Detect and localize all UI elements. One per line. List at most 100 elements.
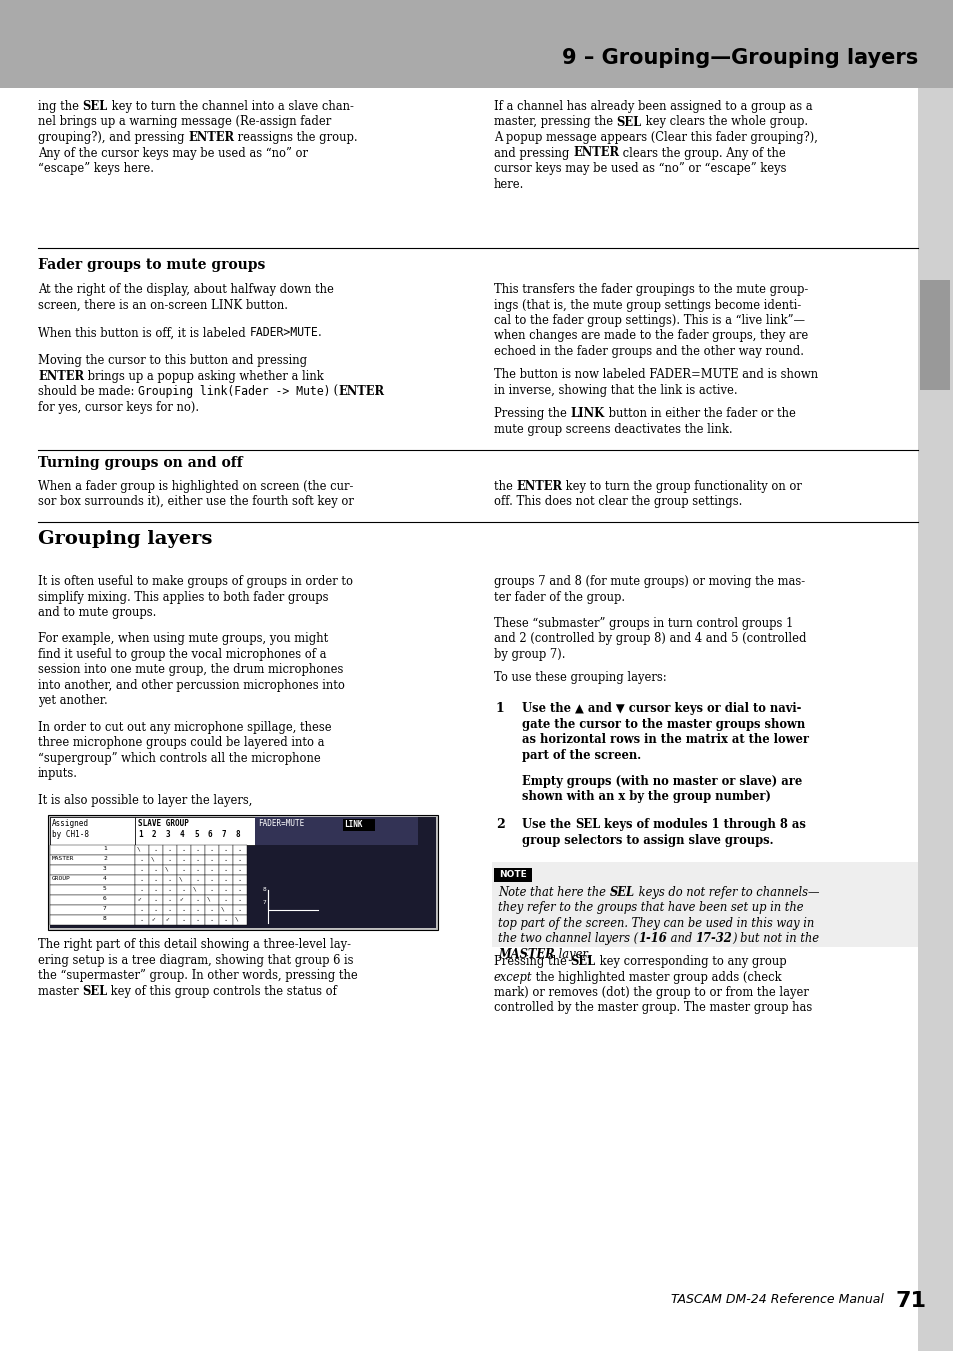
Text: master: master	[38, 985, 82, 998]
Text: 3: 3	[103, 866, 107, 871]
Text: .: .	[317, 327, 321, 339]
Text: Pressing the: Pressing the	[494, 955, 570, 969]
Text: inputs.: inputs.	[38, 767, 78, 780]
Text: .: .	[139, 886, 143, 892]
Bar	[135, 855, 149, 865]
Bar	[177, 865, 191, 875]
Text: .: .	[236, 907, 241, 912]
Text: group selectors to assign slave groups.: group selectors to assign slave groups.	[521, 834, 773, 847]
Bar	[149, 855, 163, 865]
Text: .: .	[181, 857, 185, 862]
Text: .: .	[181, 886, 185, 892]
Text: 4: 4	[180, 831, 185, 839]
Text: ✓: ✓	[152, 916, 155, 921]
Text: To use these grouping layers:: To use these grouping layers:	[494, 671, 666, 684]
Text: .: .	[194, 896, 199, 902]
Text: 7: 7	[103, 907, 107, 912]
Text: 6: 6	[103, 896, 107, 901]
Text: .: .	[167, 907, 172, 912]
Text: 1: 1	[103, 846, 107, 851]
Text: .: .	[167, 896, 172, 902]
Bar	[50, 846, 135, 855]
Bar	[135, 896, 149, 905]
Text: button in either the fader or the: button in either the fader or the	[604, 407, 795, 420]
Bar	[205, 865, 219, 875]
Text: GROUP: GROUP	[52, 877, 71, 881]
Text: NOTE: NOTE	[498, 870, 526, 880]
Text: SEL: SEL	[83, 100, 108, 113]
Text: brings up a popup asking whether a link: brings up a popup asking whether a link	[84, 370, 323, 382]
Text: 9 – Grouping—Grouping layers: 9 – Grouping—Grouping layers	[561, 49, 917, 68]
Text: key to turn the channel into a slave chan-: key to turn the channel into a slave cha…	[108, 100, 354, 113]
Text: SEL: SEL	[609, 886, 634, 898]
Bar	[233, 875, 247, 885]
Text: SEL: SEL	[570, 955, 595, 969]
Text: here.: here.	[494, 177, 524, 190]
Bar	[494, 867, 532, 882]
Text: session into one mute group, the drum microphones: session into one mute group, the drum mi…	[38, 663, 343, 677]
Bar	[50, 896, 135, 905]
Text: .: .	[223, 866, 227, 873]
Text: TASCAM DM-24 Reference Manual: TASCAM DM-24 Reference Manual	[670, 1293, 883, 1306]
Text: .: .	[152, 896, 157, 902]
Text: layer.: layer.	[554, 948, 589, 961]
Text: the highlighted master group adds (check: the highlighted master group adds (check	[532, 970, 781, 984]
Bar	[233, 905, 247, 915]
Text: \: \	[234, 916, 238, 921]
Text: 1: 1	[138, 831, 143, 839]
Text: 8: 8	[103, 916, 107, 921]
Bar	[50, 817, 135, 846]
Bar	[205, 875, 219, 885]
Text: .: .	[209, 886, 213, 892]
Text: ✓: ✓	[138, 896, 142, 901]
Text: A popup message appears (Clear this fader grouping?),: A popup message appears (Clear this fade…	[494, 131, 817, 145]
Text: cursor keys may be used as “no” or “escape” keys: cursor keys may be used as “no” or “esca…	[494, 162, 785, 176]
Bar	[343, 819, 375, 831]
Text: \: \	[179, 877, 183, 881]
Text: \: \	[207, 896, 211, 901]
Text: into another, and other percussion microphones into: into another, and other percussion micro…	[38, 678, 345, 692]
Bar	[163, 846, 177, 855]
Text: Empty groups (with no master or slave) are: Empty groups (with no master or slave) a…	[521, 775, 801, 788]
Text: \: \	[151, 857, 154, 861]
Text: “escape” keys here.: “escape” keys here.	[38, 162, 153, 176]
Text: .: .	[223, 846, 227, 852]
Text: SLAVE GROUP: SLAVE GROUP	[138, 819, 189, 828]
Text: The button is now labeled FADER=MUTE and is shown: The button is now labeled FADER=MUTE and…	[494, 369, 818, 381]
Text: Grouping link(Fader -> Mute): Grouping link(Fader -> Mute)	[138, 385, 330, 399]
Text: 2: 2	[496, 819, 504, 831]
Text: SEL: SEL	[575, 819, 599, 831]
Text: cal to the fader group settings). This is a “live link”—: cal to the fader group settings). This i…	[494, 313, 804, 327]
Text: Any of the cursor keys may be used as “no” or: Any of the cursor keys may be used as “n…	[38, 146, 308, 159]
Text: .: .	[139, 857, 143, 862]
Text: Turning groups on and off: Turning groups on and off	[38, 457, 242, 470]
Text: It is also possible to layer the layers,: It is also possible to layer the layers,	[38, 793, 253, 807]
Text: the two channel layers (: the two channel layers (	[497, 932, 638, 946]
Text: 5: 5	[193, 831, 198, 839]
Bar	[191, 855, 205, 865]
Bar	[919, 280, 949, 390]
Bar	[50, 865, 135, 875]
Text: 4: 4	[103, 877, 107, 881]
Text: 17-32: 17-32	[695, 932, 732, 946]
Bar	[177, 885, 191, 896]
Text: ENTER: ENTER	[573, 146, 618, 159]
Text: key clears the whole group.: key clears the whole group.	[641, 115, 807, 128]
Text: 1-16: 1-16	[638, 932, 666, 946]
Text: should be made:: should be made:	[38, 385, 138, 399]
Text: 5: 5	[103, 886, 107, 892]
Bar	[135, 905, 149, 915]
Bar	[233, 915, 247, 925]
Text: gate the cursor to the master groups shown: gate the cursor to the master groups sho…	[521, 717, 804, 731]
Text: .: .	[236, 896, 241, 902]
Text: .: .	[152, 877, 157, 882]
Text: FADER>MUTE: FADER>MUTE	[249, 327, 317, 339]
Text: keys of modules 1 through 8 as: keys of modules 1 through 8 as	[599, 819, 805, 831]
Text: and pressing: and pressing	[494, 146, 573, 159]
Text: and to mute groups.: and to mute groups.	[38, 607, 156, 619]
Text: .: .	[194, 857, 199, 862]
Text: 8: 8	[263, 888, 267, 892]
Bar	[163, 865, 177, 875]
Text: For example, when using mute groups, you might: For example, when using mute groups, you…	[38, 632, 328, 646]
Text: clears the group. Any of the: clears the group. Any of the	[618, 146, 785, 159]
